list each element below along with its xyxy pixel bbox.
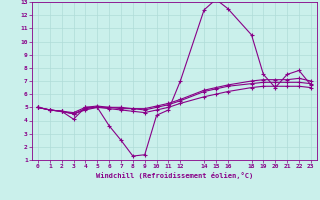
X-axis label: Windchill (Refroidissement éolien,°C): Windchill (Refroidissement éolien,°C) (96, 172, 253, 179)
